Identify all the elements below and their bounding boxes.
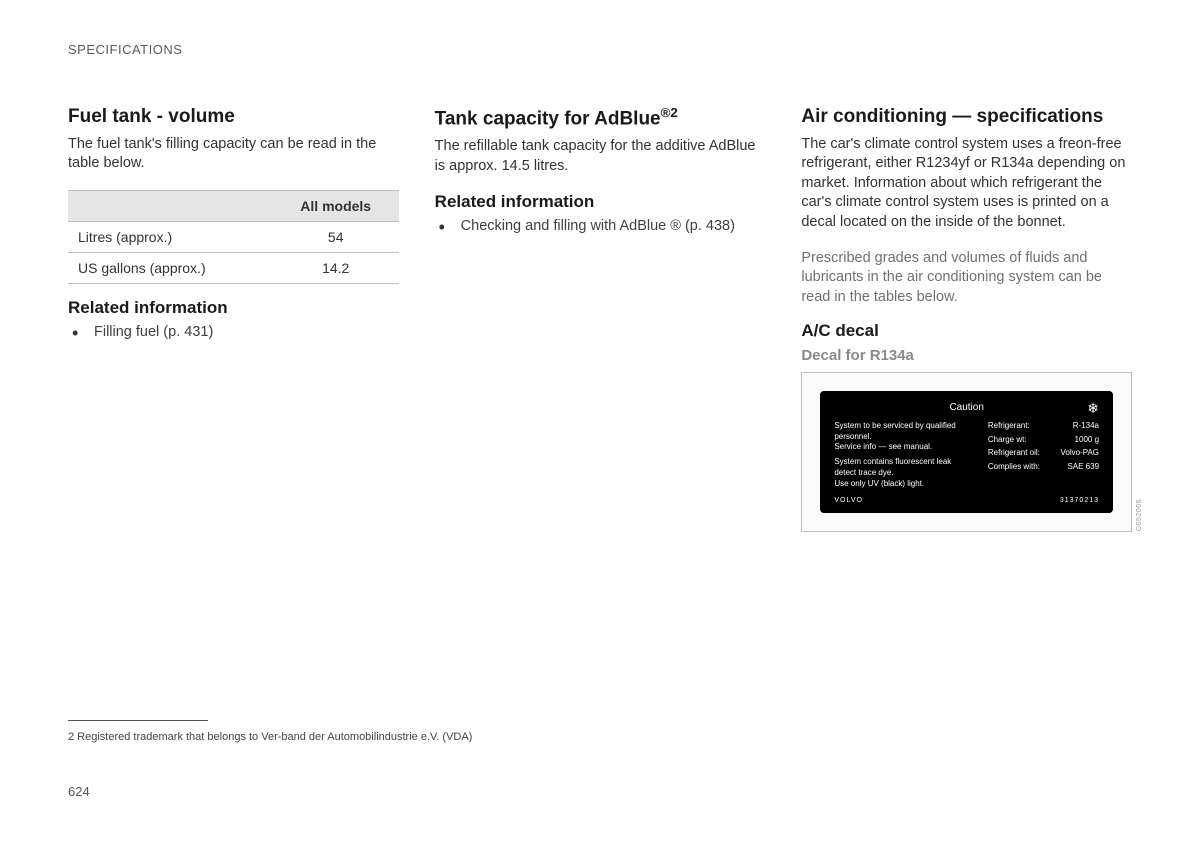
decal-line: System to be serviced by qualified perso… <box>834 421 974 443</box>
decal-line: Use only UV (black) light. <box>834 479 974 490</box>
decal-frame: Caution ❄ System to be serviced by quali… <box>801 372 1132 532</box>
decal-caution-text: Caution <box>949 402 983 413</box>
decal-image: Caution ❄ System to be serviced by quali… <box>820 391 1113 513</box>
content-columns: Fuel tank - volume The fuel tank's filli… <box>68 105 1132 532</box>
decal-spec-row: Charge wt: 1000 g <box>988 435 1099 446</box>
decal-spec-key: Complies with: <box>988 462 1040 473</box>
snowflake-icon: ❄ <box>1087 399 1099 418</box>
related-info-heading: Related information <box>435 192 766 212</box>
table-header-models: All models <box>273 190 399 221</box>
decal-caution: Caution ❄ <box>834 401 1099 415</box>
decal-line: Service info — see manual. <box>834 442 974 453</box>
decal-line: System contains fluorescent leak detect … <box>834 457 974 479</box>
decal-footer: VOLVO 31370213 <box>834 496 1099 505</box>
adblue-title: Tank capacity for AdBlue®2 <box>435 105 766 131</box>
column-fuel-tank: Fuel tank - volume The fuel tank's filli… <box>68 105 399 532</box>
column-ac-spec: Air conditioning — specifications The ca… <box>801 105 1132 532</box>
table-cell-value: 54 <box>273 221 399 252</box>
footnote-text: Registered trademark that belongs to Ver… <box>74 731 472 743</box>
decal-right-specs: Refrigerant: R-134a Charge wt: 1000 g Re… <box>988 421 1099 490</box>
decal-subheading: Decal for R134a <box>801 347 1132 364</box>
decal-spec-key: Charge wt: <box>988 435 1027 446</box>
adblue-title-text: Tank capacity for AdBlue <box>435 108 661 129</box>
decal-spec-row: Refrigerant: R-134a <box>988 421 1099 432</box>
decal-spec-key: Refrigerant: <box>988 421 1030 432</box>
adblue-intro: The refillable tank capacity for the add… <box>435 137 766 176</box>
decal-spec-val: 1000 g <box>1075 435 1099 446</box>
table-header-row: All models <box>68 190 399 221</box>
list-item: Filling fuel (p. 431) <box>68 322 399 343</box>
ac-intro: The car's climate control system uses a … <box>801 135 1132 233</box>
decal-spec-key: Refrigerant oil: <box>988 448 1040 459</box>
ac-title: Air conditioning — specifications <box>801 105 1132 129</box>
decal-spec-val: SAE 639 <box>1067 462 1099 473</box>
table-header-blank <box>68 190 273 221</box>
related-info-list: Checking and filling with AdBlue ® (p. 4… <box>435 216 766 237</box>
decal-spec-val: R-134a <box>1073 421 1099 432</box>
table-row: Litres (approx.) 54 <box>68 221 399 252</box>
adblue-title-sup: ®2 <box>661 105 678 120</box>
table-cell-label: US gallons (approx.) <box>68 252 273 283</box>
table-cell-value: 14.2 <box>273 252 399 283</box>
fuel-tank-title: Fuel tank - volume <box>68 105 399 129</box>
fuel-tank-intro: The fuel tank's filling capacity can be … <box>68 135 399 174</box>
decal-brand: VOLVO <box>834 496 863 505</box>
ac-intro-secondary: Prescribed grades and volumes of fluids … <box>801 249 1132 308</box>
column-adblue: Tank capacity for AdBlue®2 The refillabl… <box>435 105 766 532</box>
decal-spec-row: Complies with: SAE 639 <box>988 462 1099 473</box>
ac-decal-heading: A/C decal <box>801 321 1132 341</box>
related-info-heading: Related information <box>68 298 399 318</box>
decal-spec-row: Refrigerant oil: Volvo-PAG <box>988 448 1099 459</box>
fuel-tank-table: All models Litres (approx.) 54 US gallon… <box>68 190 399 284</box>
page-number: 624 <box>68 784 90 799</box>
table-row: US gallons (approx.) 14.2 <box>68 252 399 283</box>
footnote-rule <box>68 720 208 721</box>
table-cell-label: Litres (approx.) <box>68 221 273 252</box>
related-info-list: Filling fuel (p. 431) <box>68 322 399 343</box>
decal-frame-code: G052066 <box>1136 499 1143 531</box>
decal-partno: 31370213 <box>1060 496 1099 505</box>
list-item: Checking and filling with AdBlue ® (p. 4… <box>435 216 766 237</box>
decal-columns: System to be serviced by qualified perso… <box>834 421 1099 490</box>
footnote: 2 Registered trademark that belongs to V… <box>68 731 472 743</box>
decal-spec-val: Volvo-PAG <box>1060 448 1099 459</box>
section-header: SPECIFICATIONS <box>68 42 1132 57</box>
decal-left-text: System to be serviced by qualified perso… <box>834 421 974 490</box>
